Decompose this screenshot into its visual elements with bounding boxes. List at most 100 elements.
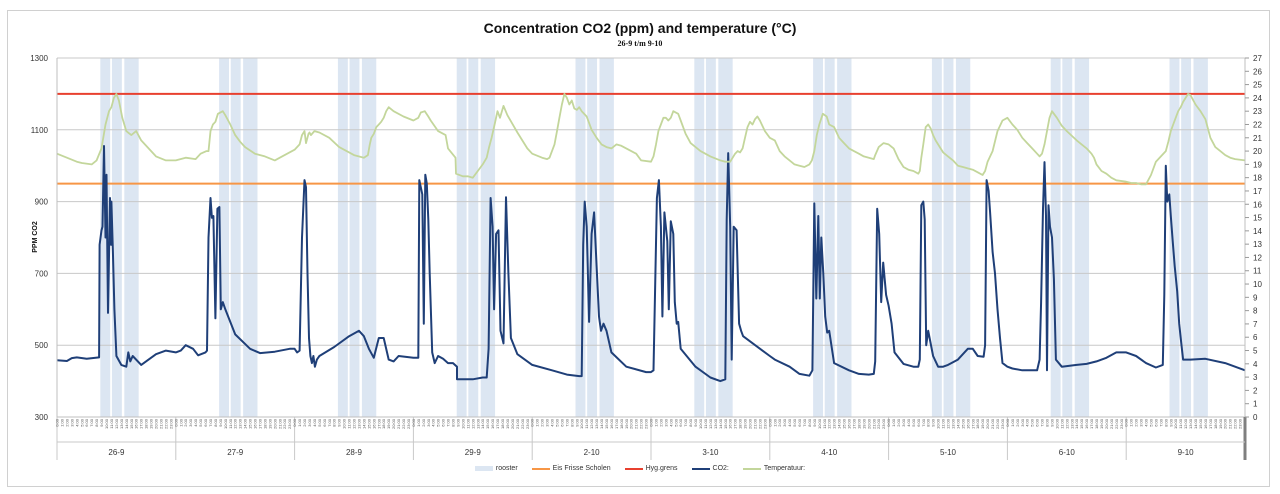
hour-tick-label: 20:00 <box>748 418 753 429</box>
y-right-tick-label: 4 <box>1253 360 1258 369</box>
hour-tick-label: 0:00 <box>292 418 297 427</box>
hour-tick-label: 4:00 <box>668 418 673 427</box>
hour-tick-label: 2:00 <box>1015 418 1020 427</box>
hour-tick-label: 7:00 <box>564 418 569 427</box>
hour-tick-label: 22:00 <box>401 418 406 429</box>
hour-tick-label: 18:00 <box>619 418 624 429</box>
y-tick-label: 300 <box>35 413 49 422</box>
hour-tick-label: 15:00 <box>842 418 847 429</box>
hour-tick-label: 8:00 <box>451 418 456 427</box>
hour-tick-label: 3:00 <box>188 418 193 427</box>
legend-label: Hyg.grens <box>645 465 678 472</box>
hour-tick-label: 10:00 <box>579 418 584 429</box>
day-label: 28-9 <box>346 448 363 457</box>
hour-tick-label: 5:00 <box>1149 418 1154 427</box>
hour-tick-label: 13:00 <box>357 418 362 429</box>
hour-tick-label: 2:00 <box>64 418 69 427</box>
hour-tick-label: 14:00 <box>1074 418 1079 429</box>
rooster-band <box>943 58 954 417</box>
legend-item: rooster <box>474 465 518 472</box>
hour-tick-label: 15:00 <box>960 418 965 429</box>
day-label: 26-9 <box>108 448 125 457</box>
hour-tick-label: 14:00 <box>1193 418 1198 429</box>
hour-tick-label: 0:00 <box>886 418 891 427</box>
hour-tick-label: 22:00 <box>995 418 1000 429</box>
hour-tick-label: 21:00 <box>277 418 282 429</box>
hour-tick-label: 4:00 <box>74 418 79 427</box>
hour-tick-label: 22:00 <box>876 418 881 429</box>
hour-tick-label: 20:00 <box>629 418 634 429</box>
hour-tick-label: 2:00 <box>421 418 426 427</box>
rooster-band <box>1193 58 1208 417</box>
hour-tick-label: 21:00 <box>871 418 876 429</box>
hour-tick-label: 3:00 <box>1139 418 1144 427</box>
legend-item: Hyg.grens <box>624 465 678 472</box>
hour-tick-label: 22:00 <box>163 418 168 429</box>
hour-tick-label: 19:00 <box>1099 418 1104 429</box>
rooster-band <box>1050 58 1061 417</box>
y-axis-left-ticks: 1300 1100 900 700 500 300 <box>30 54 48 422</box>
hour-tick-label: 12:00 <box>352 418 357 429</box>
hour-tick-label: 9:00 <box>574 418 579 427</box>
hour-tick-label: 9:00 <box>1050 418 1055 427</box>
hour-tick-label: 5:00 <box>673 418 678 427</box>
hour-tick-label: 20:00 <box>272 418 277 429</box>
x-axis: 0:00 1:00 2:00 3:00 4:00 5:00 6:00 7:00 8:00 9:00… <box>55 417 1245 460</box>
y-tick-label: 500 <box>35 341 49 350</box>
y-tick-label: 700 <box>35 269 49 278</box>
hour-tick-label: 23:00 <box>1238 418 1243 429</box>
hour-tick-label: 16:00 <box>1203 418 1208 429</box>
hour-tick-label: 15:00 <box>723 418 728 429</box>
hour-tick-label: 21:00 <box>1109 418 1114 429</box>
hour-tick-label: 12:00 <box>827 418 832 429</box>
y-right-tick-label: 19 <box>1253 160 1262 169</box>
hour-tick-label: 4:00 <box>787 418 792 427</box>
y-right-tick-label: 3 <box>1253 373 1258 382</box>
hour-tick-label: 5:00 <box>792 418 797 427</box>
y-right-tick-label: 27 <box>1253 54 1262 63</box>
hour-tick-label: 21:00 <box>753 418 758 429</box>
hour-tick-label: 4:00 <box>1144 418 1149 427</box>
hour-tick-label: 12:00 <box>708 418 713 429</box>
hour-tick-label: 3:00 <box>307 418 312 427</box>
hour-tick-label: 9:00 <box>812 418 817 427</box>
hour-tick-label: 23:00 <box>644 418 649 429</box>
rooster-band <box>480 58 496 417</box>
hour-tick-label: 20:00 <box>1104 418 1109 429</box>
hour-tick-label: 2:00 <box>658 418 663 427</box>
hour-tick-label: 22:00 <box>520 418 525 429</box>
hour-tick-label: 12:00 <box>233 418 238 429</box>
hour-tick-label: 11:00 <box>347 418 352 428</box>
hour-tick-label: 16:00 <box>728 418 733 429</box>
rooster-band <box>599 58 614 417</box>
reference-lines <box>57 92 1245 185</box>
hour-tick-label: 5:00 <box>317 418 322 427</box>
y-right-tick-label: 26 <box>1253 67 1262 76</box>
hour-tick-label: 19:00 <box>743 418 748 429</box>
hour-tick-label: 5:00 <box>198 418 203 427</box>
hour-tick-label: 15:00 <box>366 418 371 429</box>
y-axis-right-ticks: 2726252423222120191817161514131211109876… <box>1245 54 1262 422</box>
hour-tick-label: 4:00 <box>193 418 198 427</box>
hour-tick-label: 23:00 <box>1000 418 1005 429</box>
hour-tick-label: 3:00 <box>69 418 74 427</box>
hour-tick-label: 13:00 <box>1069 418 1074 429</box>
legend-band-swatch <box>474 466 493 471</box>
hour-tick-label: 13:00 <box>119 418 124 429</box>
hour-tick-label: 18:00 <box>738 418 743 429</box>
hour-tick-label: 6:00 <box>559 418 564 427</box>
legend-line-swatch <box>531 467 550 470</box>
hour-tick-label: 11:00 <box>1059 418 1064 428</box>
hour-tick-label: 0:00 <box>1005 418 1010 427</box>
hour-tick-label: 1:00 <box>60 418 65 427</box>
y-right-tick-label: 17 <box>1253 187 1262 196</box>
rooster-band <box>468 58 479 417</box>
legend-label: Eis Frisse Scholen <box>552 465 611 472</box>
hour-tick-label: 3:00 <box>663 418 668 427</box>
hour-tick-label: 16:00 <box>847 418 852 429</box>
hour-tick-label: 2:00 <box>896 418 901 427</box>
hour-tick-label: 3:00 <box>1020 418 1025 427</box>
hour-tick-label: 6:00 <box>1035 418 1040 427</box>
hour-tick-label: 7:00 <box>208 418 213 427</box>
